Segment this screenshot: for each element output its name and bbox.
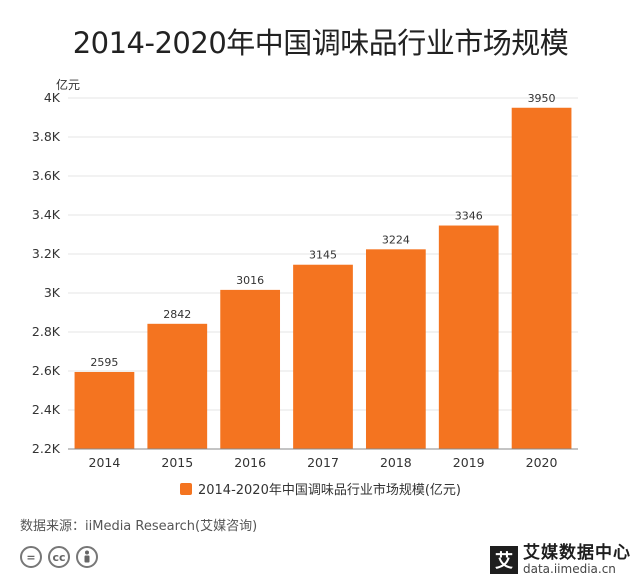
y-tick-label: 3.8K (32, 129, 61, 144)
person-icon (76, 546, 98, 568)
bar-value-label: 3950 (528, 92, 556, 105)
x-tick-label: 2014 (89, 455, 121, 470)
y-tick-label: 2.2K (32, 441, 61, 456)
bar-value-label: 3145 (309, 249, 337, 262)
chart-title: 2014-2020年中国调味品行业市场规模 (72, 26, 569, 60)
x-tick-label: 2018 (380, 455, 412, 470)
y-tick-label: 3.2K (32, 246, 61, 261)
y-axis-unit-label: 亿元 (56, 77, 80, 92)
x-axis-ticks: 2014 2015 2016 2017 2018 2019 2020 (89, 455, 558, 470)
y-tick-label: 4K (44, 90, 61, 105)
bar-value-label: 2595 (90, 356, 118, 369)
x-tick-label: 2017 (307, 455, 339, 470)
brand-logo-icon: 艾 (490, 546, 518, 575)
bar-value-label: 3224 (382, 233, 410, 246)
x-tick-label: 2020 (526, 455, 558, 470)
brand-url: data.iimedia.cn (523, 561, 616, 576)
y-tick-label: 3K (44, 285, 61, 300)
bars: 2595 2842 3016 3145 3224 3346 3950 (74, 92, 572, 449)
bar (293, 264, 353, 449)
license-icons: = cc (20, 546, 98, 568)
cc-icon: cc (48, 546, 70, 568)
legend-label: 2014-2020年中国调味品行业市场规模(亿元) (197, 483, 461, 498)
y-tick-label: 2.6K (32, 363, 61, 378)
legend-swatch (179, 482, 192, 495)
bar (438, 225, 499, 449)
brand-logo-block: 艾 艾媒数据中心 data.iimedia.cn (490, 543, 631, 576)
x-tick-label: 2019 (453, 455, 485, 470)
y-tick-label: 3.6K (32, 168, 61, 183)
y-tick-label: 2.8K (32, 324, 61, 339)
bar (220, 289, 281, 449)
y-tick-label: 2.4K (32, 402, 61, 417)
bar-value-label: 3016 (236, 274, 264, 287)
bar (511, 107, 572, 449)
bar-value-label: 2842 (163, 308, 191, 321)
data-source: 数据来源：iiMedia Research(艾媒咨询) (20, 519, 258, 534)
legend: 2014-2020年中国调味品行业市场规模(亿元) (0, 479, 641, 498)
bar-value-label: 3346 (455, 210, 483, 223)
x-tick-label: 2015 (161, 455, 193, 470)
bar (147, 323, 208, 449)
equals-icon: = (20, 546, 42, 568)
bar (365, 249, 426, 449)
bar-chart: 2.2K 2.4K 2.6K 2.8K 3K 3.2K 3.4K 3.6K 3.8K 4K 259… (32, 77, 578, 470)
brand-name: 艾媒数据中心 (523, 543, 631, 563)
y-tick-label: 3.4K (32, 207, 61, 222)
x-tick-label: 2016 (234, 455, 266, 470)
y-axis-ticks: 2.2K 2.4K 2.6K 2.8K 3K 3.2K 3.4K 3.6K 3.8K 4K (32, 90, 61, 456)
bar (74, 371, 135, 449)
